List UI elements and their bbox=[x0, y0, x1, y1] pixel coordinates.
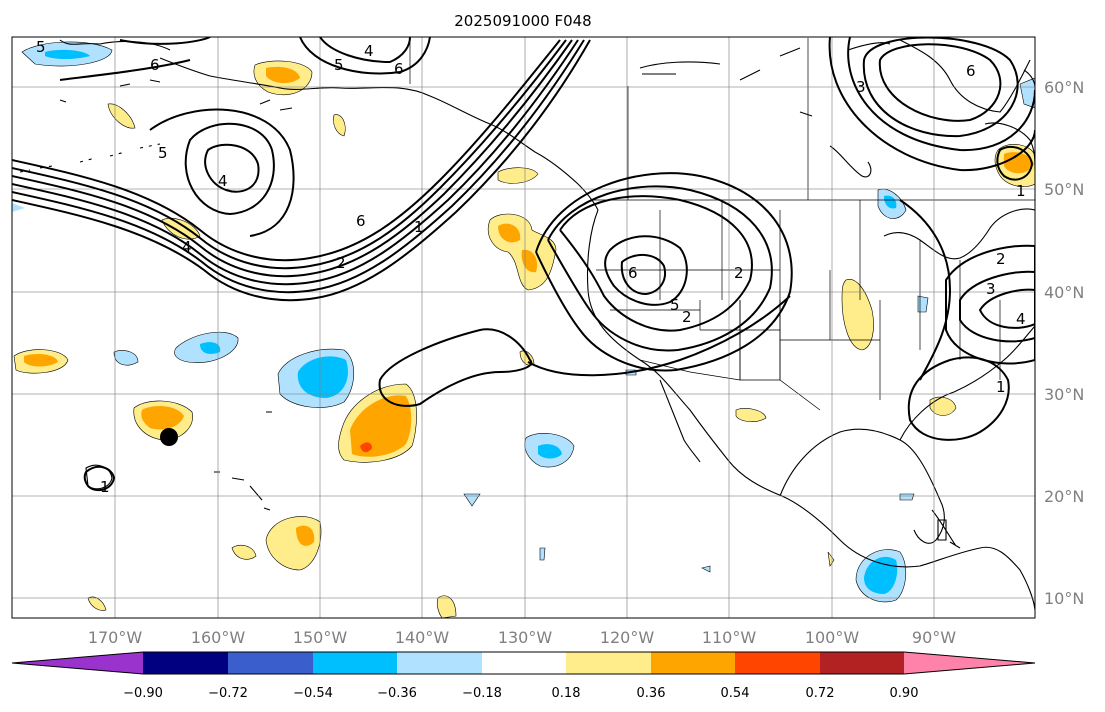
anomaly-shading bbox=[12, 41, 1035, 618]
contour-label: 5 bbox=[36, 38, 46, 56]
lat-tick-label: 50°N bbox=[1044, 180, 1084, 199]
borders bbox=[409, 38, 1035, 411]
lat-tick-label: 20°N bbox=[1044, 487, 1084, 506]
colorbar-tick-label: −0.36 bbox=[377, 686, 417, 701]
colorbar-tick-labels: −0.90 −0.72 −0.54 −0.36 −0.18 0.18 0.36 … bbox=[123, 686, 918, 701]
latitude-labels: 60°N 50°N 40°N 30°N 20°N 10°N bbox=[1044, 78, 1084, 608]
lon-tick-label: 90°W bbox=[912, 628, 956, 647]
contour-label: 4 bbox=[218, 172, 228, 190]
contour-label: 5 bbox=[670, 296, 680, 314]
lon-tick-label: 140°W bbox=[395, 628, 450, 647]
contour-label: 1 bbox=[100, 478, 110, 496]
colorbar-segment bbox=[482, 652, 566, 674]
contour-label-group: 5 6 4 5 6 6 5 4 6 2 1 6 5 2 2 3 4 1 1 1 … bbox=[36, 38, 1026, 496]
contour-label: 1 bbox=[1016, 182, 1026, 200]
contour-label: 5 bbox=[158, 144, 168, 162]
colorbar-extend-right bbox=[904, 652, 1035, 674]
colorbar-segment bbox=[820, 652, 904, 674]
colorbar-segment bbox=[313, 652, 397, 674]
contour-label: 6 bbox=[966, 62, 976, 80]
colorbar-tick-label: 0.54 bbox=[721, 686, 750, 701]
contour-label: 2 bbox=[734, 264, 744, 282]
colorbar-tick-label: 0.72 bbox=[806, 686, 835, 701]
map-frame bbox=[11, 36, 1036, 619]
contour-label: 6 bbox=[150, 56, 160, 74]
contour-label: 6 bbox=[356, 212, 366, 230]
contour-label: 4 bbox=[182, 238, 192, 256]
colorbar-tick-label: 0.36 bbox=[637, 686, 666, 701]
contour-label: 3 bbox=[986, 280, 996, 298]
lon-tick-label: 120°W bbox=[600, 628, 655, 647]
lon-tick-label: 170°W bbox=[88, 628, 143, 647]
longitude-labels: 170°W 160°W 150°W 140°W 130°W 120°W 110°… bbox=[88, 628, 956, 647]
contour-label: 2 bbox=[682, 308, 692, 326]
storm-center-dot bbox=[160, 428, 178, 446]
contour-label: 2 bbox=[996, 250, 1006, 268]
contour-label: 3 bbox=[856, 78, 866, 96]
colorbar-segment bbox=[143, 652, 228, 674]
colorbar-tick-label: −0.72 bbox=[208, 686, 248, 701]
contour-label: 1 bbox=[414, 218, 424, 236]
colorbar-segment bbox=[566, 652, 651, 674]
contour-label: 5 bbox=[334, 56, 344, 74]
contour-label: 6 bbox=[394, 60, 404, 78]
colorbar-extend-left bbox=[12, 652, 143, 674]
lat-tick-label: 60°N bbox=[1044, 78, 1084, 97]
lon-tick-label: 150°W bbox=[293, 628, 348, 647]
lon-tick-label: 160°W bbox=[191, 628, 246, 647]
lat-tick-label: 10°N bbox=[1044, 589, 1084, 608]
colorbar-segment bbox=[228, 652, 313, 674]
contour-label: 1 bbox=[996, 378, 1006, 396]
colorbar bbox=[11, 651, 1036, 675]
colorbar-segment bbox=[735, 652, 820, 674]
colorbar-tick-label: −0.18 bbox=[462, 686, 502, 701]
lon-tick-label: 130°W bbox=[498, 628, 553, 647]
contour-label: 4 bbox=[1016, 310, 1026, 328]
contour-lines bbox=[12, 37, 1035, 492]
lat-tick-label: 30°N bbox=[1044, 385, 1084, 404]
map-area: 5 6 4 5 6 6 5 4 6 2 1 6 5 2 2 3 4 1 1 1 … bbox=[12, 37, 1035, 618]
contour-label: 2 bbox=[336, 254, 346, 272]
lon-tick-label: 100°W bbox=[805, 628, 860, 647]
colorbar-segment bbox=[651, 652, 735, 674]
lat-tick-label: 40°N bbox=[1044, 283, 1084, 302]
map-title: 2025091000 F048 bbox=[454, 12, 591, 30]
colorbar-tick-label: 0.18 bbox=[552, 686, 581, 701]
colorbar-segment bbox=[397, 652, 482, 674]
colorbar-tick-label: 0.90 bbox=[890, 686, 919, 701]
contour-label: 4 bbox=[364, 42, 374, 60]
colorbar-outline bbox=[11, 651, 1036, 675]
lon-tick-label: 110°W bbox=[702, 628, 757, 647]
graticule bbox=[12, 37, 1035, 618]
colorbar-tick-label: −0.54 bbox=[293, 686, 333, 701]
contour-label: 6 bbox=[628, 264, 638, 282]
colorbar-tick-label: −0.90 bbox=[123, 686, 163, 701]
